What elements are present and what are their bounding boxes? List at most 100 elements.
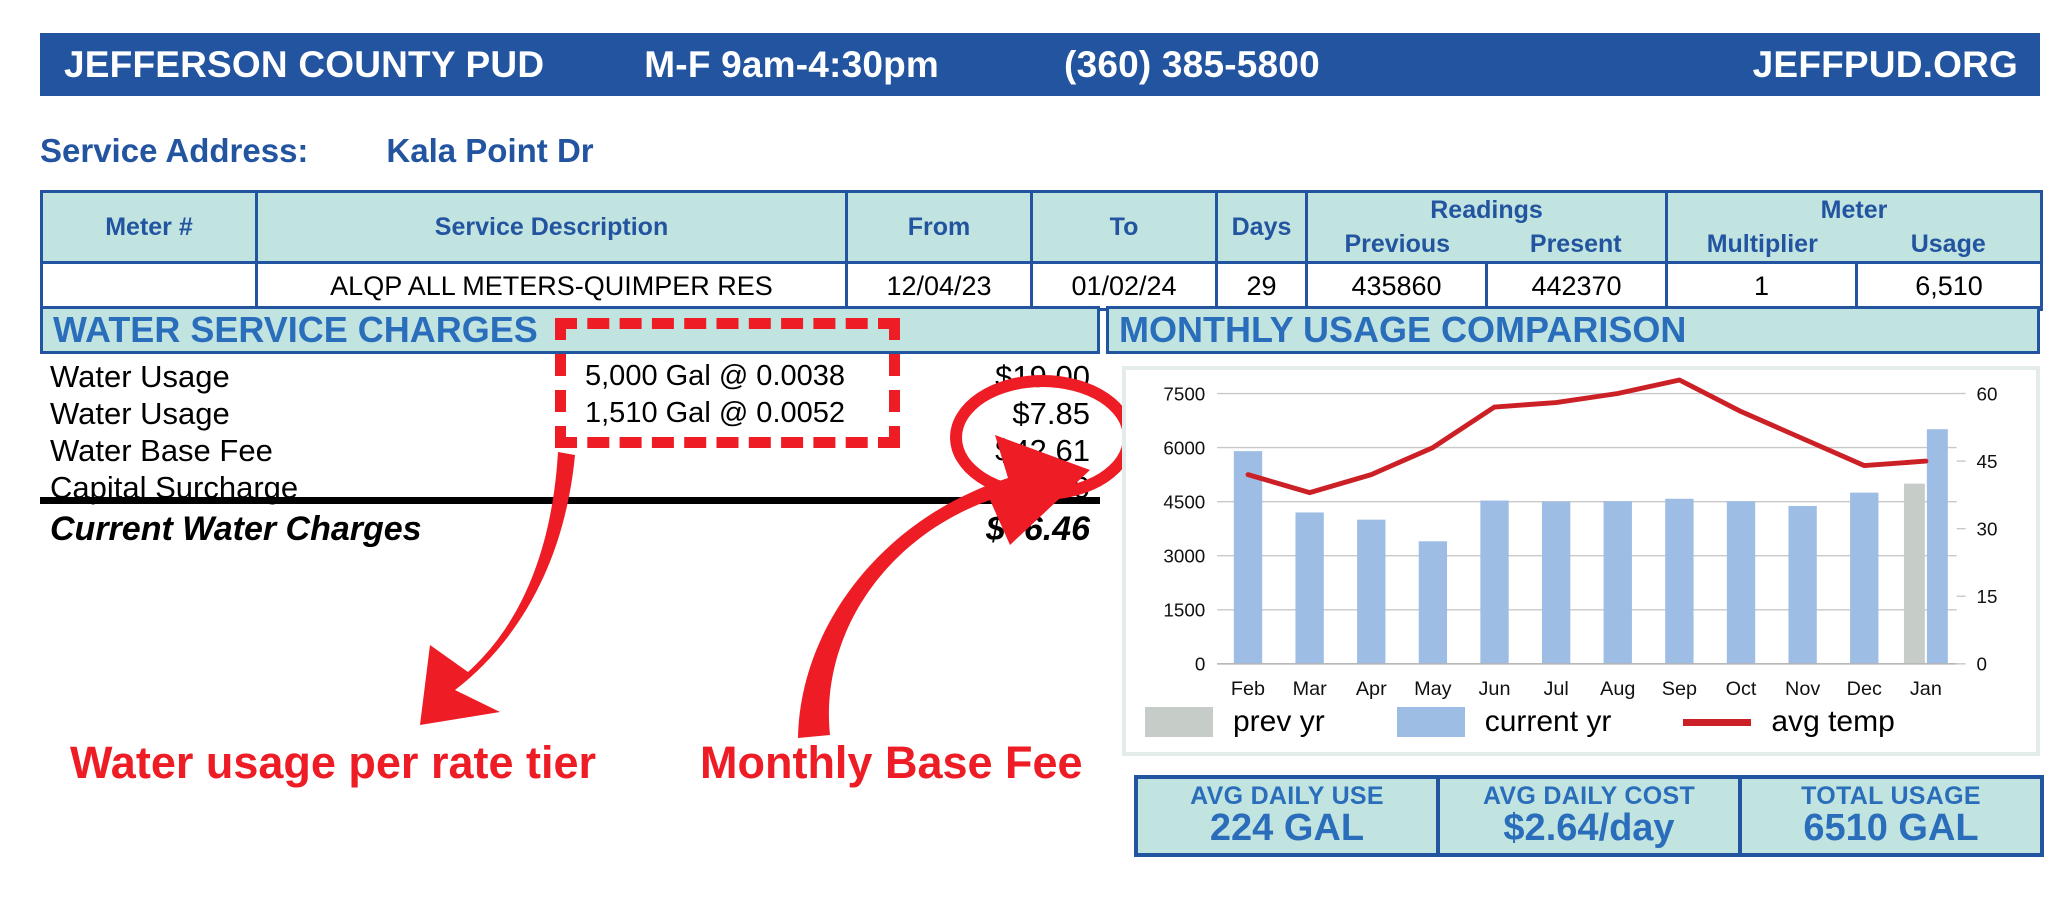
legend-label-avg-temp: avg temp <box>1771 705 1895 738</box>
chart-canvas: 0 1500 3000 4500 6000 7500 0 15 30 45 60 Feb Mar Apr M… <box>1163 377 1998 700</box>
cell-from: 12/04/23 <box>845 261 1033 311</box>
x-axis-tick-label: Mar <box>1293 678 1328 700</box>
base-fee-annotation-text: Monthly Base Fee <box>700 737 1083 788</box>
col-days: Days <box>1215 190 1308 264</box>
y-axis-tick-label: 6000 <box>1163 438 1205 459</box>
meter-reading-table: Meter # Service Description From To Days… <box>40 190 2043 311</box>
chart-legend: prev yr current yr avg temp <box>1145 700 2025 744</box>
chart-bar-current-yr <box>1418 541 1448 664</box>
cell-service-desc: ALQP ALL METERS-QUIMPER RES <box>255 261 848 311</box>
monthly-usage-comparison-header: MONTHLY USAGE COMPARISON <box>1106 306 2040 354</box>
table-row: ALQP ALL METERS-QUIMPER RES 12/04/23 01/… <box>40 261 2043 311</box>
x-axis-tick-label: Apr <box>1356 678 1387 700</box>
chart-bar-current-yr <box>1665 498 1694 664</box>
current-water-charges-row: Current Water Charges $76.46 <box>50 510 1100 554</box>
charge-row: Water Usage 5,000 Gal @ 0.0038 $19.00 <box>50 358 1100 395</box>
chart-bar-current-yr <box>1233 451 1263 664</box>
table-header-row-1: Meter # Service Description From To Days… <box>40 190 2043 264</box>
y-axis-tick-label: 1500 <box>1163 600 1205 621</box>
utility-header-bar: JEFFERSON COUNTY PUD M-F 9am-4:30pm (360… <box>40 33 2040 96</box>
summary-title: TOTAL USAGE <box>1801 781 1981 810</box>
charge-description: Water Usage <box>50 395 230 431</box>
cell-usage: 6,510 <box>1855 261 2043 311</box>
summary-box: TOTAL USAGE 6510 GAL <box>1738 775 2044 857</box>
chart-bar-current-yr <box>1480 500 1509 664</box>
y2-axis-tick-label: 15 <box>1977 586 1998 607</box>
chart-line-avg-temp <box>1245 377 1929 496</box>
cell-previous: 435860 <box>1305 261 1488 311</box>
service-address-row: Service Address: Kala Point Dr <box>40 132 594 170</box>
y-axis-tick-label: 0 <box>1195 654 1205 675</box>
x-axis-tick-label: Jun <box>1479 678 1511 700</box>
usage-comparison-chart: 0 1500 3000 4500 6000 7500 0 15 30 45 60 Feb Mar Apr M… <box>1122 366 2040 756</box>
legend-line-avg-temp <box>1683 718 1752 726</box>
service-address-value: Kala Point Dr <box>386 132 594 169</box>
col-reading-previous: Previous <box>1305 227 1487 264</box>
legend-label-current-yr: current yr <box>1484 705 1612 738</box>
charge-description: Water Base Fee <box>50 432 273 468</box>
usage-summary-boxes: AVG DAILY USE 224 GAL AVG DAILY COST $2.64/… <box>1134 775 2044 857</box>
org-name: JEFFERSON COUNTY PUD <box>64 43 545 85</box>
total-label: Current Water Charges <box>50 510 422 548</box>
summary-title: AVG DAILY COST <box>1482 781 1696 810</box>
legend-item-avg-temp: avg temp <box>1683 705 1895 739</box>
col-service-desc: Service Description <box>255 190 848 264</box>
summary-title: AVG DAILY USE <box>1190 781 1384 810</box>
col-reading-present: Present <box>1486 227 1668 264</box>
water-service-charges-header: WATER SERVICE CHARGES <box>40 306 1100 354</box>
col-to: To <box>1030 190 1218 264</box>
y-axis-tick-label: 3000 <box>1163 546 1205 567</box>
chart-bar-prev-yr <box>1903 483 1925 664</box>
total-amount: $76.46 <box>986 510 1090 548</box>
legend-label-prev-yr: prev yr <box>1233 705 1325 738</box>
chart-bar-current-yr <box>1788 505 1817 664</box>
legend-swatch-prev-yr <box>1145 707 1213 737</box>
chart-bar-current-yr <box>1295 512 1324 664</box>
x-axis-tick-label: Jul <box>1543 678 1568 700</box>
rate-tier-highlight-box <box>555 318 900 448</box>
summary-value: 6510 GAL <box>1803 807 1979 850</box>
base-fee-highlight-ellipse <box>950 375 1135 500</box>
y2-axis-tick-label: 60 <box>1977 383 1998 404</box>
x-axis-tick-label: Feb <box>1231 678 1265 700</box>
col-meter-usage: Usage <box>1856 227 2043 264</box>
chart-bar-current-yr <box>1603 501 1632 664</box>
website-url[interactable]: JEFFPUD.ORG <box>1752 43 2018 85</box>
charge-description: Water Usage <box>50 358 230 394</box>
y2-axis-tick-label: 45 <box>1977 451 1998 472</box>
chart-bar-current-yr <box>1850 492 1879 664</box>
summary-box: AVG DAILY COST $2.64/day <box>1436 775 1742 857</box>
cell-to: 01/02/24 <box>1030 261 1218 311</box>
y-axis-tick-label: 7500 <box>1163 383 1205 404</box>
chart-bar-current-yr <box>1541 501 1571 664</box>
x-axis-tick-label: Nov <box>1785 678 1820 700</box>
col-from: From <box>845 190 1033 264</box>
tier-annotation-text: Water usage per rate tier <box>70 737 597 788</box>
cell-present: 442370 <box>1485 261 1668 311</box>
total-divider <box>40 497 1100 504</box>
summary-value: 224 GAL <box>1209 807 1365 850</box>
legend-swatch-current-yr <box>1396 707 1465 737</box>
col-readings-group: Readings <box>1305 190 1668 227</box>
summary-value: $2.64/day <box>1503 807 1675 850</box>
x-axis-tick-label: Sep <box>1662 678 1697 700</box>
table-header-row-2: Previous Present Multiplier Usage <box>42 227 2043 264</box>
cell-multiplier: 1 <box>1665 261 1858 311</box>
chart-bar-current-yr <box>1926 429 1948 664</box>
x-axis-tick-label: Dec <box>1847 678 1882 700</box>
x-axis-tick-label: Aug <box>1600 678 1635 700</box>
y2-axis-tick-label: 30 <box>1977 519 1998 540</box>
cell-days: 29 <box>1215 261 1308 311</box>
service-address-label: Service Address: <box>40 132 309 169</box>
phone-number: (360) 385-5800 <box>1064 43 1320 85</box>
legend-item-prev-yr: prev yr <box>1145 705 1325 739</box>
col-meter-multiplier: Multiplier <box>1665 227 1857 264</box>
charge-row: Water Usage 1,510 Gal @ 0.0052 $7.85 <box>50 395 1100 432</box>
x-axis-tick-label: Jan <box>1910 678 1942 700</box>
x-axis-tick-label: Oct <box>1726 678 1757 700</box>
col-meter-number: Meter # <box>40 190 258 264</box>
col-meter-group: Meter <box>1665 190 2043 227</box>
chart-bar-current-yr <box>1357 519 1386 664</box>
charge-detail: 5,000 Gal @ 0.0038 <box>585 360 846 392</box>
